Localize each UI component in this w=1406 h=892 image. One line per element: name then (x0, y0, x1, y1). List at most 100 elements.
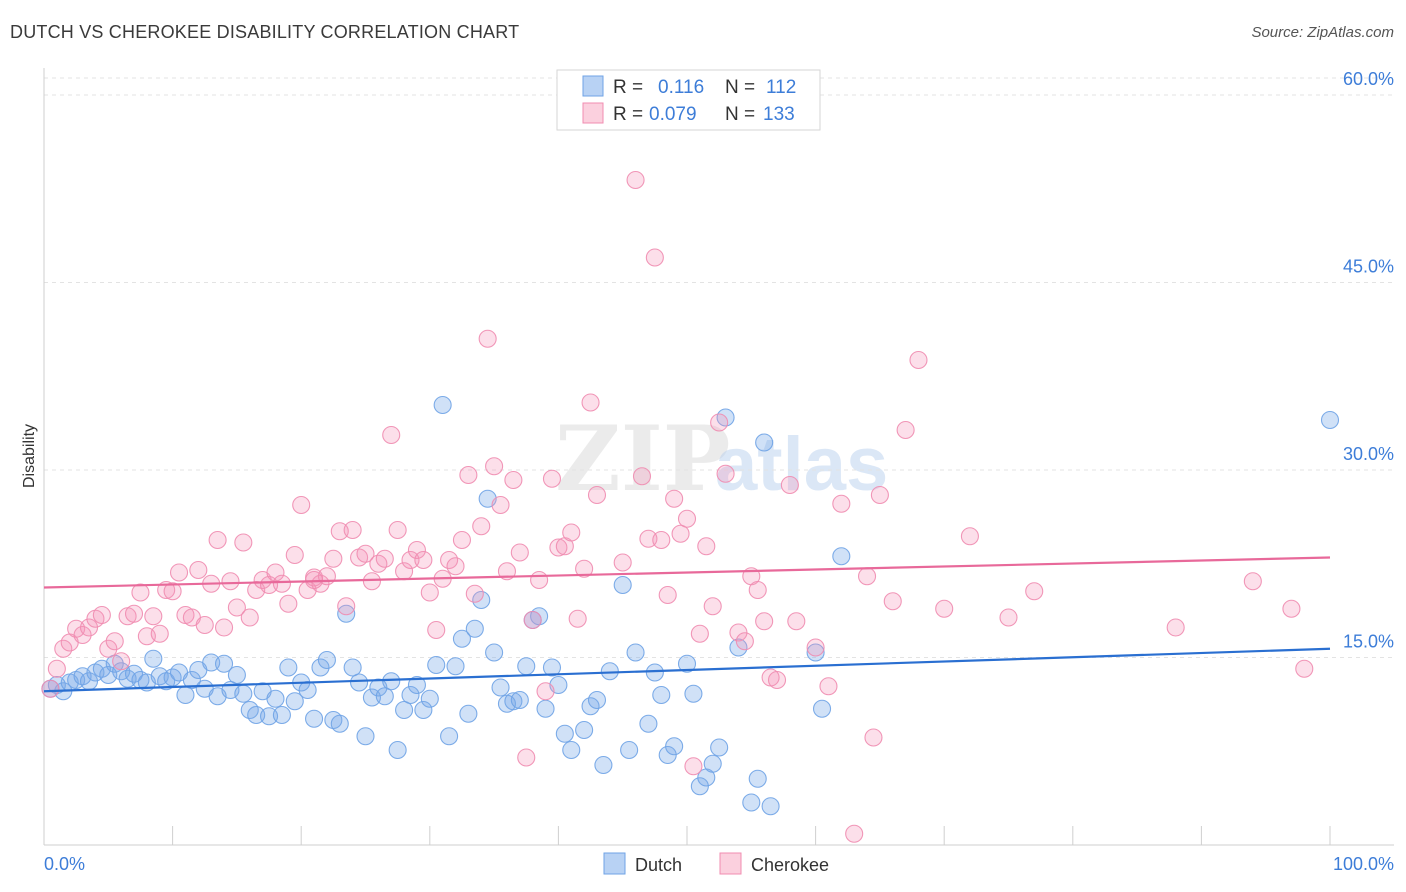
cherokee-point (845, 824, 864, 843)
cherokee-point (857, 567, 877, 586)
legend-swatch-dutch (582, 75, 604, 97)
cherokee-point (105, 632, 124, 651)
dutch-point (465, 619, 484, 638)
cherokee-point (240, 608, 259, 627)
dutch-point (600, 662, 619, 681)
y-axis-label: Disability (21, 424, 38, 488)
cherokee-point (112, 652, 131, 671)
cherokee-point (279, 594, 298, 613)
legend-r-label-2: R = (613, 104, 643, 125)
dutch-point (645, 663, 664, 682)
cherokee-point (1166, 618, 1185, 637)
cherokee-point (523, 610, 542, 630)
dutch-point (234, 684, 253, 703)
dutch-point (575, 720, 594, 740)
dutch-point (343, 658, 362, 677)
cherokee-point (99, 639, 118, 658)
dutch-point (742, 793, 761, 812)
dutch-point (202, 653, 221, 672)
cherokee-point (896, 420, 915, 440)
cherokee-point (530, 570, 549, 590)
chart-source: Source: ZipAtlas.com (1251, 24, 1394, 41)
dutch-point (536, 699, 555, 718)
dutch-point (542, 658, 562, 677)
cherokee-point (459, 465, 478, 485)
cherokee-point (575, 559, 594, 578)
dutch-point (266, 689, 285, 708)
cherokee-point (285, 545, 304, 565)
cherokee-point (195, 615, 214, 635)
dutch-point (812, 699, 832, 718)
dutch-point (259, 707, 279, 726)
cherokee-point (150, 624, 169, 643)
dutch-point (356, 727, 375, 746)
cherokee-point (491, 495, 510, 515)
cherokee-trend-line (43, 556, 1331, 589)
cherokee-point (214, 618, 234, 637)
cherokee-point (613, 553, 632, 572)
dutch-point (317, 650, 336, 670)
dutch-point (427, 655, 446, 675)
dutch-point (452, 629, 472, 648)
legend-r-value-2: 0.079 (649, 104, 697, 125)
cherokee-point (324, 549, 343, 568)
cherokee-point (690, 624, 709, 643)
cherokee-point (497, 562, 517, 581)
cherokee-point (697, 537, 716, 556)
bottom-legend-label-cherokee: Cherokee (751, 855, 829, 875)
bottom-legend-swatch-dutch (603, 852, 626, 875)
cherokee-point (832, 494, 851, 513)
cherokee-point (703, 597, 722, 616)
dutch-point (491, 678, 510, 697)
cherokee-point (935, 599, 954, 618)
y-tick-label: 45.0% (1343, 257, 1394, 277)
legend-box: R = 0.116 N = 112 R = 0.079 N = 133 (556, 69, 821, 131)
y-tick-label: 30.0% (1343, 444, 1394, 464)
cherokee-point (227, 598, 246, 617)
cherokee-point (452, 530, 472, 550)
dutch-point (1320, 410, 1340, 430)
chart-title: DUTCH VS CHEROKEE DISABILITY CORRELATION… (10, 22, 520, 42)
dutch-point (279, 658, 298, 677)
cherokee-point (864, 728, 883, 747)
cherokee-point (787, 612, 806, 631)
dutch-point (703, 754, 722, 773)
dutch-point (382, 672, 401, 691)
cherokee-point (549, 538, 568, 557)
cherokee-point (375, 549, 394, 568)
legend-n-label-1: N = (725, 77, 755, 98)
cherokee-point (883, 592, 902, 611)
legend-n-value-1: 112 (766, 77, 796, 98)
cherokee-point (388, 520, 407, 540)
cherokee-point (568, 609, 587, 628)
cherokee-point (909, 350, 928, 370)
legend-swatch-cherokee (582, 102, 604, 124)
dutch-point (272, 705, 291, 725)
dutch-point (446, 657, 465, 676)
cherokee-point (362, 572, 381, 591)
cherokee-point (189, 560, 208, 580)
cherokee-point (169, 563, 189, 582)
cherokee-point (780, 475, 799, 495)
legend-r-label-1: R = (613, 77, 643, 98)
bottom-legend-swatch-cherokee (719, 852, 742, 875)
cherokee-point (684, 757, 703, 776)
dutch-point (748, 769, 767, 788)
cherokee-point (356, 544, 375, 563)
cherokee-point (420, 583, 439, 602)
dutch-point (832, 547, 851, 566)
dutch-point (407, 675, 426, 695)
cherokee-point (1243, 572, 1262, 591)
cherokee-point (748, 580, 767, 600)
dutch-point (587, 690, 607, 710)
y-tick-label: 60.0% (1343, 69, 1394, 89)
grid-lines: 15.0% 30.0% 45.0% 60.0% (44, 69, 1394, 658)
dutch-point (594, 755, 613, 775)
cherokee-point (562, 523, 581, 542)
cherokee-point (806, 638, 825, 657)
dutch-point (420, 689, 439, 708)
cherokee-point (427, 620, 446, 640)
cherokee-point (446, 557, 465, 576)
legend-r-value-1: 0.116 (658, 77, 704, 98)
